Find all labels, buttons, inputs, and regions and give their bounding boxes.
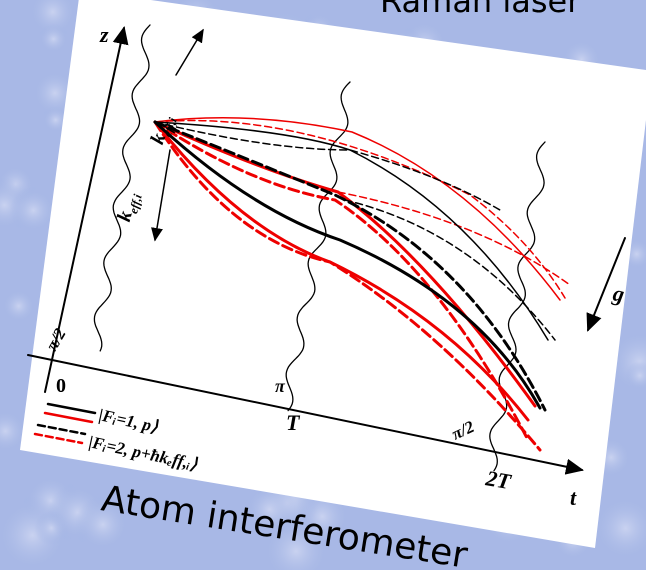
time-label: 0 <box>56 375 66 397</box>
figure-panel <box>20 0 646 548</box>
slide: Raman laser z t g 0 T 2T <box>0 0 646 570</box>
t-label: t <box>570 485 577 510</box>
texture-blob <box>38 23 69 54</box>
texture-blob <box>0 288 37 325</box>
time-label: T <box>286 410 301 435</box>
z-label: z <box>99 22 109 47</box>
page: Raman laser z t g 0 T 2T <box>0 0 646 570</box>
slide-title: Raman laser <box>380 0 581 20</box>
pulse-label: π <box>275 376 286 396</box>
